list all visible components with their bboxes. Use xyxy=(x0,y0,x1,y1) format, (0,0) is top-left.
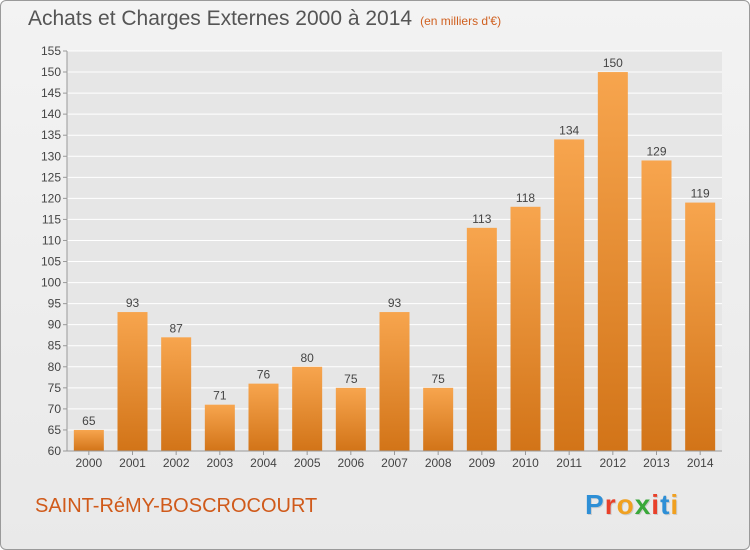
data-label: 75 xyxy=(431,372,445,386)
y-tick-label: 125 xyxy=(41,170,61,184)
y-tick-label: 70 xyxy=(48,402,62,416)
bar xyxy=(161,337,192,451)
y-tick-label: 120 xyxy=(41,191,61,205)
logo-letter: r xyxy=(604,489,617,520)
x-tick-label: 2012 xyxy=(599,456,626,470)
data-label: 75 xyxy=(344,372,358,386)
bar xyxy=(597,72,628,451)
bar xyxy=(204,404,235,451)
data-label: 118 xyxy=(516,191,535,205)
chart-title: Achats et Charges Externes 2000 à 2014 (e… xyxy=(28,7,501,31)
y-tick-label: 65 xyxy=(48,423,62,437)
x-tick-label: 2013 xyxy=(643,456,670,470)
logo-letter: x xyxy=(634,489,652,520)
y-tick-label: 150 xyxy=(41,65,61,79)
y-tick-label: 105 xyxy=(41,255,61,269)
data-label: 119 xyxy=(691,187,710,201)
bar xyxy=(248,383,279,451)
y-tick-label: 135 xyxy=(41,128,61,142)
logo-letter: P xyxy=(585,489,605,520)
data-label: 80 xyxy=(300,351,314,365)
x-tick-label: 2000 xyxy=(75,456,102,470)
y-tick-label: 85 xyxy=(48,339,62,353)
y-tick-label: 115 xyxy=(42,212,61,226)
y-tick-label: 130 xyxy=(41,149,61,163)
bar xyxy=(335,387,366,451)
x-tick-label: 2006 xyxy=(337,456,364,470)
data-label: 65 xyxy=(82,414,96,428)
bar xyxy=(554,139,585,451)
bar xyxy=(73,429,104,451)
x-tick-label: 2010 xyxy=(512,456,539,470)
axes: 60 65 70 75 80 85 90 95 100 105 110 115 120 125 130 135… xyxy=(41,44,722,470)
proxiti-logo: Proxiti xyxy=(585,489,679,521)
data-label: 134 xyxy=(559,123,579,137)
y-tick-label: 95 xyxy=(48,297,62,311)
y-tick-label: 60 xyxy=(48,444,62,458)
commune-name: SAINT-RéMY-BOSCROCOURT xyxy=(35,495,318,517)
bar xyxy=(379,312,410,451)
bar xyxy=(510,206,541,451)
bar xyxy=(466,227,497,451)
bars xyxy=(73,72,716,451)
bar xyxy=(423,387,454,451)
y-tick-label: 80 xyxy=(48,360,62,374)
x-tick-label: 2011 xyxy=(556,456,582,470)
x-tick-label: 2009 xyxy=(468,456,495,470)
data-label: 76 xyxy=(257,368,271,382)
y-tick-label: 155 xyxy=(41,44,61,58)
data-label: 113 xyxy=(472,212,491,226)
bar xyxy=(641,160,672,451)
data-label: 71 xyxy=(213,389,227,403)
y-tick-label: 75 xyxy=(48,381,62,395)
y-tick-label: 145 xyxy=(41,86,61,100)
x-tick-label: 2014 xyxy=(687,456,714,470)
data-label: 129 xyxy=(646,144,666,158)
logo-letter: i xyxy=(651,489,661,520)
chart-title-text: Achats et Charges Externes 2000 à 2014 xyxy=(28,7,413,30)
data-labels: 65 93 87 71 76 80 75 93 75 113 118 134 150 129 119 xyxy=(82,56,710,428)
logo-letter: t xyxy=(660,489,671,520)
x-tick-label: 2001 xyxy=(119,456,146,470)
bar xyxy=(292,366,323,451)
x-tick-label: 2003 xyxy=(206,456,233,470)
logo-letter: o xyxy=(616,489,635,520)
y-tick-label: 90 xyxy=(48,318,62,332)
y-tick-label: 100 xyxy=(41,276,61,290)
data-label: 87 xyxy=(169,321,183,335)
bar xyxy=(685,202,716,451)
x-tick-label: 2005 xyxy=(294,456,321,470)
logo-letter: i xyxy=(670,489,680,520)
x-tick-label: 2004 xyxy=(250,456,277,470)
data-label: 93 xyxy=(126,296,140,310)
bar xyxy=(117,312,148,451)
data-label: 150 xyxy=(603,56,623,70)
y-tick-label: 140 xyxy=(41,107,61,121)
x-tick-label: 2002 xyxy=(163,456,190,470)
data-label: 93 xyxy=(388,296,402,310)
x-tick-label: 2007 xyxy=(381,456,408,470)
y-tick-label: 110 xyxy=(42,233,61,247)
chart-unit: (en milliers d'€) xyxy=(420,14,502,28)
x-tick-label: 2008 xyxy=(425,456,452,470)
